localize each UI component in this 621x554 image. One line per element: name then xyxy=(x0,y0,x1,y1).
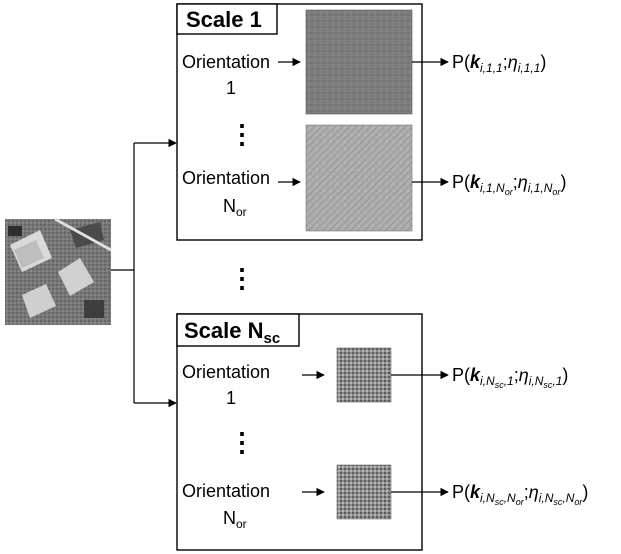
orientation-index: Nor xyxy=(223,196,247,219)
orientation-label: Orientation xyxy=(182,362,270,382)
filter-response-image xyxy=(336,464,392,520)
output-label-scaleN-orN: P(ki,Nsc,Nor;ηi,Nsc,Nor) xyxy=(452,482,588,507)
filter-response-image xyxy=(336,347,392,403)
orientation-label: Orientation xyxy=(182,481,270,501)
scale-1-title: Scale 1 xyxy=(186,7,262,32)
vdots-icon: ⋮ xyxy=(229,427,255,457)
scale-1-box: Scale 1 Orientation 1 ⋮ Orientation Nor xyxy=(176,3,423,241)
output-label-scale1-or1: P(ki,1,1;ηi,1,1) xyxy=(452,52,546,75)
vdots-icon: ⋮ xyxy=(229,119,255,149)
orientation-label: Orientation xyxy=(182,168,270,188)
branch-connectors xyxy=(111,138,177,408)
input-aerial-image xyxy=(5,217,112,325)
scale-1-title-box xyxy=(176,3,278,35)
scale-nsc-title-box xyxy=(176,313,300,347)
vdots-icon: ⋮ xyxy=(229,263,255,293)
scale-nsc-title: Scale Nsc xyxy=(184,318,280,347)
filter-response-image xyxy=(305,9,413,115)
scale-nsc-box: Scale Nsc Orientation 1 ⋮ Orientation No… xyxy=(176,313,423,551)
output-label-scale1-orN: P(ki,1,Nor;ηi,1,Nor) xyxy=(452,172,566,197)
orientation-index: 1 xyxy=(226,388,236,408)
filter-response-image xyxy=(305,124,413,232)
output-arrows xyxy=(391,57,449,497)
orientation-index: 1 xyxy=(226,78,236,98)
orientation-index: Nor xyxy=(223,508,247,531)
output-label-scaleN-or1: P(ki,Nsc,1;ηi,Nsc,1) xyxy=(452,365,568,390)
orientation-label: Orientation xyxy=(182,52,270,72)
